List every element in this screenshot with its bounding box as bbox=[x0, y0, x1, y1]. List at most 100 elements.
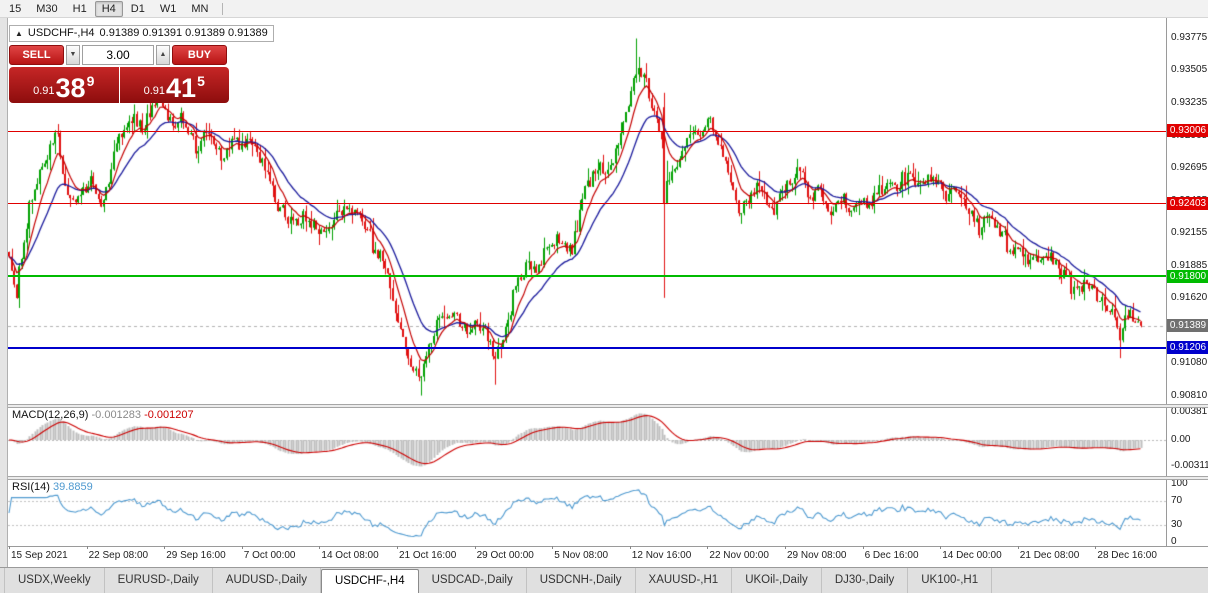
price-axis-tick: 0.93235 bbox=[1171, 97, 1208, 109]
chart-tab-eurusd-daily[interactable]: EURUSD-,Daily bbox=[105, 568, 213, 593]
volume-increase-button[interactable]: ▲ bbox=[156, 45, 170, 65]
macd-signal-value: -0.001207 bbox=[144, 409, 194, 421]
timeframe-button-d1[interactable]: D1 bbox=[130, 2, 145, 15]
time-axis-tick bbox=[862, 546, 864, 549]
price-axis-tick: 0.92695 bbox=[1171, 162, 1208, 174]
rsi-indicator-canvas[interactable] bbox=[8, 480, 1166, 546]
timeframe-toolbar: 15 M30 H1 H4 D1 W1 MN bbox=[0, 0, 1208, 18]
macd-main-value: -0.001283 bbox=[91, 409, 142, 421]
price-axis-tick: 0.91080 bbox=[1171, 356, 1208, 368]
chart-tab-uk100-h1[interactable]: UK100-,H1 bbox=[908, 568, 993, 593]
collapse-panel-icon[interactable]: ▲ bbox=[15, 29, 23, 38]
timeframe-button-h1[interactable]: H1 bbox=[72, 2, 87, 15]
price-axis-tick: 0.92155 bbox=[1171, 227, 1208, 239]
price-display-row: 0.91 38 9 0.91 41 5 bbox=[9, 67, 229, 103]
buy-price-prefix: 0.91 bbox=[143, 85, 166, 97]
price-axis-tick: 0.93505 bbox=[1171, 64, 1208, 76]
time-axis-tick bbox=[474, 546, 476, 549]
time-axis-tick bbox=[940, 546, 942, 549]
pane-separator[interactable] bbox=[8, 476, 1208, 480]
chart-tab-dj30-daily[interactable]: DJ30-,Daily bbox=[822, 568, 909, 593]
time-axis-label: 15 Sep 2021 bbox=[11, 550, 68, 561]
horizontal-level-line[interactable] bbox=[8, 346, 1166, 349]
horizontal-level-line[interactable] bbox=[8, 203, 1166, 205]
time-axis-tick bbox=[241, 546, 243, 549]
chart-tab-usdx-weekly[interactable]: USDX,Weekly bbox=[4, 568, 105, 593]
price-axis-tick: 0.91885 bbox=[1171, 259, 1208, 271]
rsi-label: RSI(14) 39.8859 bbox=[12, 481, 93, 493]
chart-symbol-header: ▲ USDCHF-,H4 0.91389 0.91391 0.91389 0.9… bbox=[9, 25, 274, 42]
time-axis-tick bbox=[629, 546, 631, 549]
buy-price-pipette: 5 bbox=[197, 73, 205, 89]
ohlc-values: 0.91389 0.91391 0.91389 0.91389 bbox=[99, 27, 268, 39]
time-axis-tick bbox=[707, 546, 709, 549]
macd-indicator-canvas[interactable] bbox=[8, 408, 1166, 476]
timeframe-button-m30[interactable]: M30 bbox=[36, 2, 58, 15]
level-price-badge: 0.92403 bbox=[1167, 196, 1208, 210]
timeframe-buttons: 15 M30 H1 H4 D1 W1 MN bbox=[2, 0, 229, 17]
volume-input[interactable] bbox=[82, 45, 154, 65]
macd-axis-tick: -0.00311 bbox=[1171, 460, 1208, 472]
time-axis-tick bbox=[785, 546, 786, 549]
time-axis-label: 29 Nov 08:00 bbox=[787, 550, 847, 561]
timeframe-button-15[interactable]: 15 bbox=[9, 2, 22, 15]
time-axis-tick bbox=[9, 546, 10, 549]
rsi-axis-tick: 70 bbox=[1171, 495, 1183, 507]
chart-tab-usdcad-daily[interactable]: USDCAD-,Daily bbox=[419, 568, 527, 593]
time-axis-tick bbox=[1095, 546, 1097, 549]
chart-window: ▲ USDCHF-,H4 0.91389 0.91391 0.91389 0.9… bbox=[7, 18, 1208, 567]
timeframe-button-h4[interactable]: H4 bbox=[94, 0, 123, 17]
buy-button[interactable]: BUY bbox=[172, 45, 227, 65]
time-axis-label: 5 Nov 08:00 bbox=[554, 550, 609, 561]
rsi-axis-tick: 0 bbox=[1171, 536, 1177, 547]
time-axis-label: 29 Oct 00:00 bbox=[476, 550, 534, 561]
chart-tab-xauusd-h1[interactable]: XAUUSD-,H1 bbox=[636, 568, 733, 593]
volume-decrease-button[interactable]: ▼ bbox=[66, 45, 80, 65]
buy-price-display[interactable]: 0.91 41 5 bbox=[119, 67, 229, 103]
sell-price-big-digits: 38 bbox=[55, 73, 86, 103]
time-axis-label: 14 Dec 00:00 bbox=[942, 550, 1002, 561]
current-price-badge: 0.91389 bbox=[1167, 319, 1208, 333]
timeframe-button-w1[interactable]: W1 bbox=[159, 2, 177, 15]
horizontal-level-line[interactable] bbox=[8, 130, 1166, 132]
trade-controls-row: SELL ▼ ▲ BUY bbox=[9, 45, 229, 65]
time-axis-label: 14 Oct 08:00 bbox=[321, 550, 379, 561]
time-axis-tick bbox=[552, 546, 554, 549]
time-axis-tick bbox=[86, 546, 88, 549]
rsi-axis-tick: 30 bbox=[1171, 518, 1183, 530]
macd-name: MACD(12,26,9) bbox=[12, 409, 89, 421]
time-axis-label: 28 Dec 16:00 bbox=[1097, 550, 1157, 561]
level-price-badge: 0.93006 bbox=[1167, 124, 1208, 138]
sell-price-prefix: 0.91 bbox=[33, 85, 55, 97]
chart-tab-bar: USDX,Weekly EURUSD-,Daily AUDUSD-,Daily USD… bbox=[0, 567, 1208, 593]
time-axis-label: 7 Oct 00:00 bbox=[243, 550, 296, 561]
time-axis-label: 6 Dec 16:00 bbox=[864, 550, 919, 561]
horizontal-level-line[interactable] bbox=[8, 275, 1166, 278]
price-axis-tick: 0.93775 bbox=[1171, 31, 1208, 43]
time-axis-tick bbox=[319, 546, 321, 549]
price-axis-border bbox=[1166, 18, 1167, 546]
chart-tab-audusd-daily[interactable]: AUDUSD-,Daily bbox=[213, 568, 321, 593]
sell-button[interactable]: SELL bbox=[9, 45, 64, 65]
rsi-name: RSI(14) bbox=[12, 481, 50, 493]
level-price-badge: 0.91206 bbox=[1167, 341, 1208, 355]
chart-tab-ukoil-daily[interactable]: UKOil-,Daily bbox=[732, 568, 822, 593]
rsi-axis-tick: 100 bbox=[1171, 478, 1188, 489]
time-axis-tick bbox=[397, 546, 398, 549]
sell-price-pipette: 9 bbox=[86, 73, 95, 89]
sell-price-display[interactable]: 0.91 38 9 bbox=[9, 67, 119, 103]
time-axis-label: 29 Sep 16:00 bbox=[166, 550, 226, 561]
toolbar-separator bbox=[222, 2, 224, 15]
time-axis-tick bbox=[1017, 546, 1019, 549]
level-price-badge: 0.91800 bbox=[1167, 269, 1208, 283]
price-axis-tick: 0.91620 bbox=[1171, 291, 1208, 303]
rsi-value: 39.8859 bbox=[52, 481, 93, 493]
chart-tab-usdchf-h4[interactable]: USDCHF-,H4 bbox=[320, 569, 419, 593]
timeframe-button-mn[interactable]: MN bbox=[191, 2, 209, 15]
pane-separator[interactable] bbox=[8, 404, 1208, 408]
macd-axis-tick: 0.00381 bbox=[1171, 406, 1208, 417]
chart-tab-usdcnh-daily[interactable]: USDCNH-,Daily bbox=[527, 568, 636, 593]
time-axis-label: 22 Sep 08:00 bbox=[88, 550, 149, 561]
buy-price-big-digits: 41 bbox=[166, 73, 197, 103]
symbol-period-label: USDCHF-,H4 bbox=[27, 27, 95, 39]
